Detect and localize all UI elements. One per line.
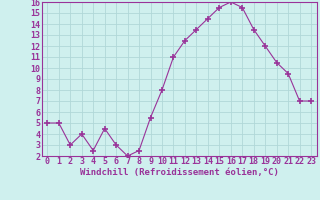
- X-axis label: Windchill (Refroidissement éolien,°C): Windchill (Refroidissement éolien,°C): [80, 168, 279, 177]
